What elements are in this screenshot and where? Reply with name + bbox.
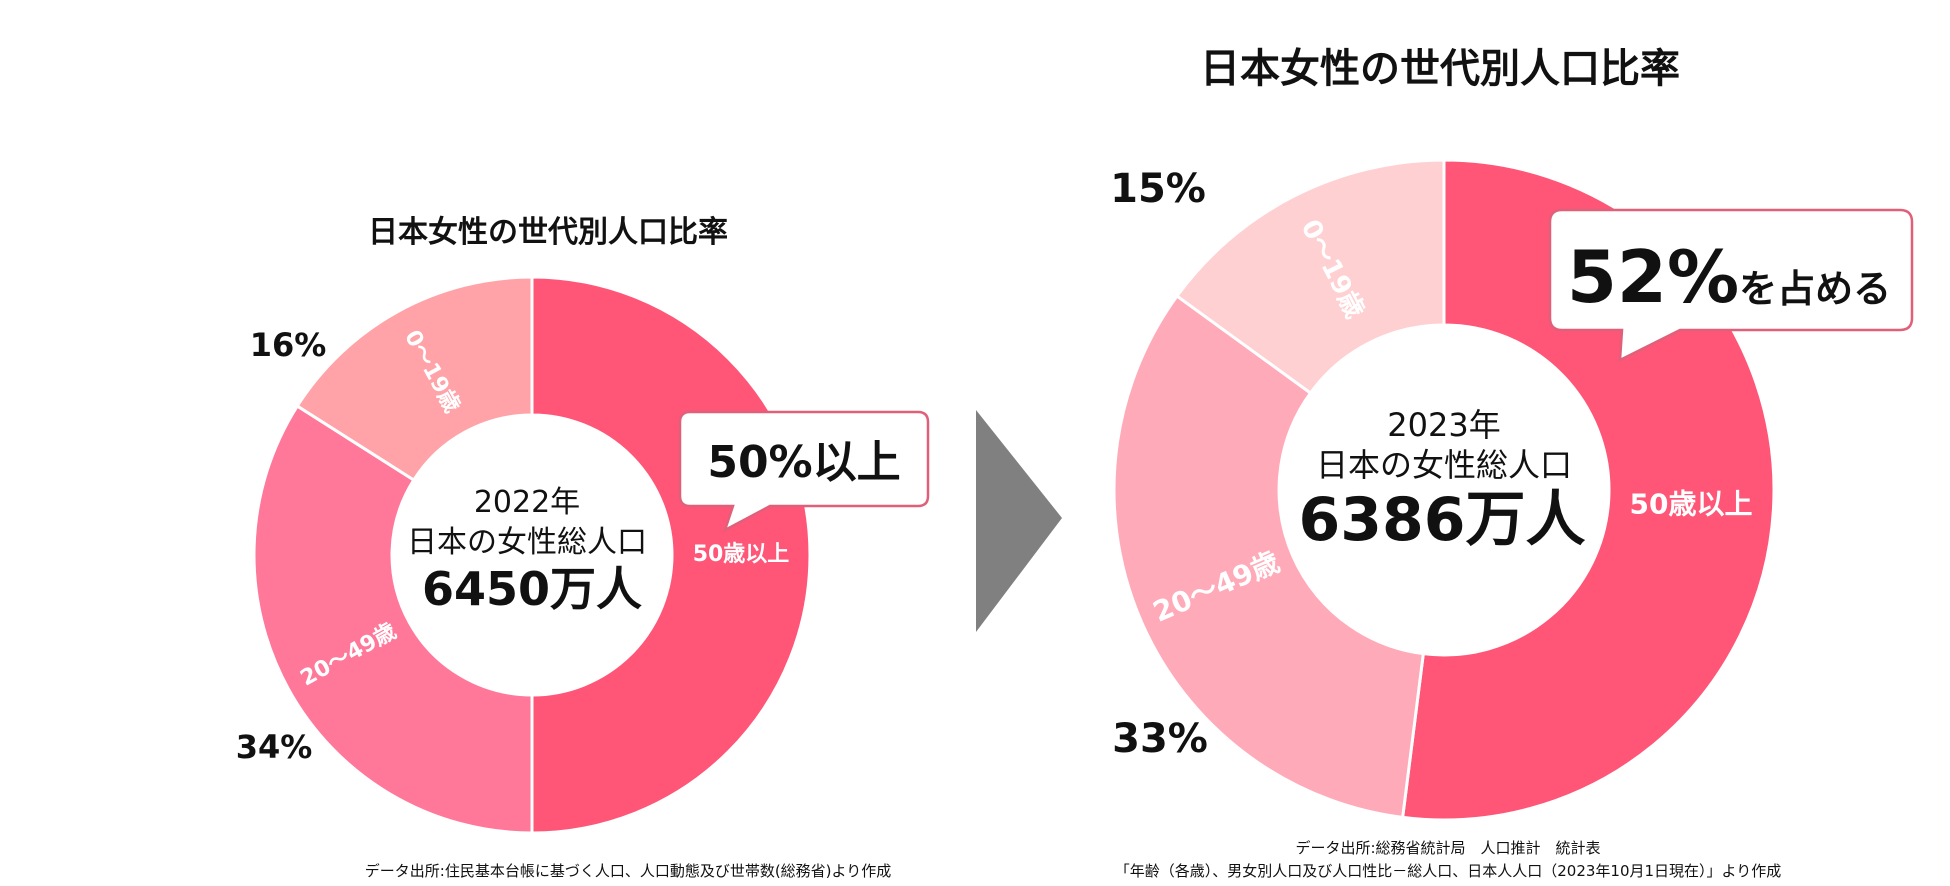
chart-2023-segment-label-50plus: 50歳以上 <box>1630 488 1753 521</box>
chart-2023-callout-suffix: を占める <box>1739 267 1891 311</box>
comparison-arrow-icon <box>976 410 1062 632</box>
chart-2023-callout-bubble <box>1548 208 1914 363</box>
chart-2023-segment-0-19 <box>1174 158 1446 396</box>
chart-2023-source-line2: 「年齢（各歳）、男女別人口及び人口性比－総人口、日本人人口（2023年10月1日… <box>1115 862 1782 880</box>
chart-2023-callout-percent: 52% <box>1567 235 1739 319</box>
chart-2023-center-total: 6386万人 <box>1299 485 1586 555</box>
chart-2022-callout-bubble <box>678 410 930 533</box>
chart-2022-value-label-20-49: 34% <box>236 728 313 766</box>
chart-2023-callout-text: 52%を占める <box>1567 235 1891 319</box>
chart-2022-callout-text: 50%以上 <box>707 437 900 488</box>
chart-2022-source: データ出所:住民基本台帳に基づく人口、人口動態及び世帯数(総務省)より作成 <box>365 862 891 880</box>
chart-2022-center-year: 2022年 <box>474 485 580 520</box>
chart-2023-title: 日本女性の世代別人口比率 <box>1200 46 1680 92</box>
chart-2022-title: 日本女性の世代別人口比率 <box>368 215 728 250</box>
chart-2023-center-label: 日本の女性総人口 <box>1316 446 1572 484</box>
chart-2022-segment-label-50plus: 50歳以上 <box>693 542 790 567</box>
chart-2022-segment-0-19 <box>295 275 534 483</box>
chart-2023-value-label-0-19: 15% <box>1110 166 1206 212</box>
chart-2023-segment-20-49 <box>1112 293 1425 820</box>
chart-2022-center-label: 日本の女性総人口 <box>407 525 647 560</box>
chart-2022-segment-20-49 <box>252 403 534 835</box>
chart-2023-callout: 52%を占める <box>1548 208 1914 363</box>
chart-2023-source-line1: データ出所:総務省統計局 人口推計 統計表 <box>1295 839 1600 857</box>
chart-2022-value-label-0-19: 16% <box>250 326 327 364</box>
chart-2022-center-total: 6450万人 <box>422 562 642 616</box>
chart-2023-center-year: 2023年 <box>1387 406 1500 444</box>
chart-2023-value-label-20-49: 33% <box>1112 716 1208 762</box>
chart-2022-callout: 50%以上 <box>678 410 930 533</box>
